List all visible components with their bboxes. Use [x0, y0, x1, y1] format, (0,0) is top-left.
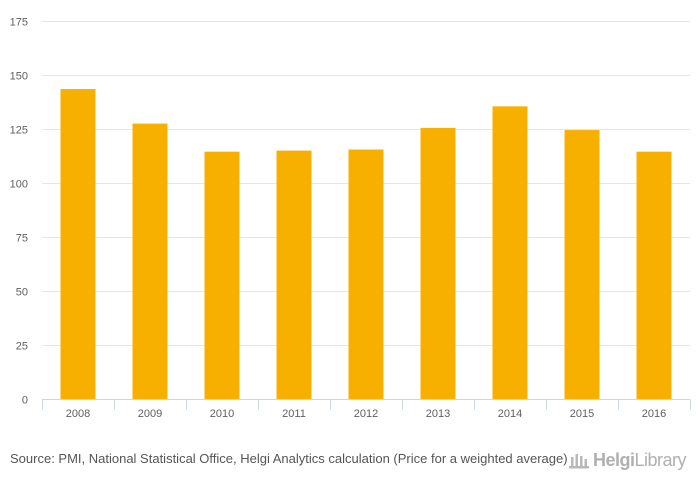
- bar: [636, 151, 672, 399]
- bar: [420, 127, 456, 400]
- y-axis-tick-labels: 0 25 50 75 100 125 150 175: [10, 17, 28, 407]
- x-tick-label: 2013: [426, 408, 450, 420]
- y-tick-label: 125: [10, 125, 28, 137]
- x-tick-label: 2012: [354, 408, 378, 420]
- x-axis: 2008 2009 2010 2011 2012 2013 2014 2015 2016: [42, 399, 691, 420]
- logo-text: HelgiLibrary: [593, 449, 687, 470]
- x-tick-label: 2011: [282, 408, 306, 420]
- bar: [564, 130, 600, 399]
- x-tick-label: 2016: [642, 408, 666, 420]
- bar: [60, 89, 96, 399]
- source-note: Source: PMI, National Statistical Office…: [10, 451, 568, 466]
- x-tick-label: 2014: [498, 408, 522, 420]
- y-tick-label: 150: [10, 71, 28, 83]
- bar: [132, 123, 168, 399]
- y-tick-label: 50: [16, 287, 28, 299]
- bars: [60, 89, 672, 400]
- y-tick-label: 0: [22, 395, 28, 407]
- bar: [492, 106, 528, 399]
- x-tick-label: 2009: [138, 408, 162, 420]
- x-tick-label: 2010: [210, 408, 234, 420]
- library-building-icon: [569, 454, 589, 469]
- x-tick-label: 2015: [570, 408, 594, 420]
- y-tick-label: 75: [16, 233, 28, 245]
- bar: [276, 150, 312, 399]
- bar-chart: 0 25 50 75 100 125 150 175 2008 2009 2010 2011 2012…: [10, 17, 691, 420]
- x-tick-label: 2008: [66, 408, 90, 420]
- y-tick-label: 175: [10, 17, 28, 29]
- bar: [348, 149, 384, 399]
- helgi-library-logo[interactable]: HelgiLibrary: [568, 448, 687, 472]
- y-tick-label: 100: [10, 179, 28, 191]
- y-tick-label: 25: [16, 341, 28, 353]
- bar: [204, 151, 240, 399]
